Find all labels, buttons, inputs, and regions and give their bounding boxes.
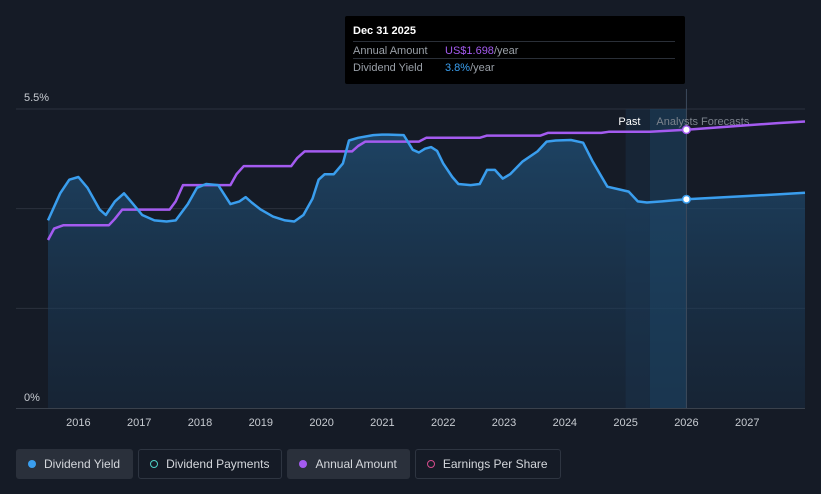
dividend-chart: Past Analysts Forecasts 5.5% 0% 2016 2017 201… bbox=[16, 89, 806, 429]
legend-item-annual-amount[interactable]: Annual Amount bbox=[287, 449, 410, 479]
x-tick-label-2024: 2024 bbox=[553, 417, 577, 429]
earnings-per-share-ring-icon bbox=[426, 460, 435, 468]
forecast-shade bbox=[649, 109, 687, 408]
x-tick-label-2017: 2017 bbox=[127, 417, 151, 429]
tooltip-row-annual-amount: Annual Amount US$1.698/year bbox=[353, 41, 675, 57]
x-tick-label-2026: 2026 bbox=[674, 417, 698, 429]
x-tick-label-2023: 2023 bbox=[492, 417, 516, 429]
x-tick-label-2021: 2021 bbox=[370, 417, 394, 429]
legend-item-earnings-per-share[interactable]: Earnings Per Share bbox=[414, 449, 561, 479]
x-tick-label-2027: 2027 bbox=[735, 417, 759, 429]
legend-label-annual-amount: Annual Amount bbox=[315, 457, 397, 471]
analysts-forecasts-label: Analysts Forecasts bbox=[656, 116, 749, 128]
annual-amount-line bbox=[46, 120, 806, 241]
dividend-payments-ring-icon bbox=[150, 460, 159, 468]
past-shade bbox=[625, 109, 650, 408]
y-tick-label-bottom: 0% bbox=[24, 392, 40, 404]
x-tick-label-2018: 2018 bbox=[188, 417, 212, 429]
legend-label-dividend-payments: Dividend Payments bbox=[166, 457, 270, 471]
dividend-yield-line bbox=[46, 133, 806, 223]
legend-label-earnings-per-share: Earnings Per Share bbox=[442, 457, 548, 471]
tooltip-annual-amount-value: US$1.698 bbox=[445, 45, 494, 57]
annual-amount-marker bbox=[681, 125, 691, 135]
tooltip-row-dividend-yield: Dividend Yield 3.8%/year bbox=[353, 58, 675, 74]
tooltip-dividend-yield-suffix: /year bbox=[470, 62, 495, 74]
legend-item-dividend-yield[interactable]: Dividend Yield bbox=[16, 449, 134, 479]
tooltip-date: Dec 31 2025 bbox=[353, 25, 416, 37]
tooltip-annual-amount-suffix: /year bbox=[493, 45, 519, 57]
y-tick-label-top: 5.5% bbox=[24, 92, 49, 104]
x-tick-label-2016: 2016 bbox=[66, 417, 90, 429]
x-tick-label-2022: 2022 bbox=[431, 417, 455, 429]
past-label: Past bbox=[618, 116, 640, 128]
dividend-yield-area bbox=[48, 134, 805, 408]
dividend-yield-dot-icon bbox=[28, 460, 36, 468]
tooltip-dividend-yield-value: 3.8% bbox=[445, 62, 471, 74]
tooltip-dividend-yield-label: Dividend Yield bbox=[353, 62, 423, 74]
x-tick-label-2025: 2025 bbox=[613, 417, 637, 429]
x-tick-label-2019: 2019 bbox=[249, 417, 273, 429]
dividend-yield-marker bbox=[681, 194, 691, 204]
tooltip-annual-amount-label: Annual Amount bbox=[353, 45, 428, 57]
chart-legend: Dividend Yield Dividend Payments Annual … bbox=[16, 449, 561, 481]
x-tick-label-2020: 2020 bbox=[309, 417, 333, 429]
annual-amount-dot-icon bbox=[299, 460, 308, 468]
chart-tooltip: Dec 31 2025 Annual Amount US$1.698/year D… bbox=[345, 16, 685, 84]
legend-label-dividend-yield: Dividend Yield bbox=[44, 457, 121, 471]
legend-item-dividend-payments[interactable]: Dividend Payments bbox=[138, 449, 283, 479]
